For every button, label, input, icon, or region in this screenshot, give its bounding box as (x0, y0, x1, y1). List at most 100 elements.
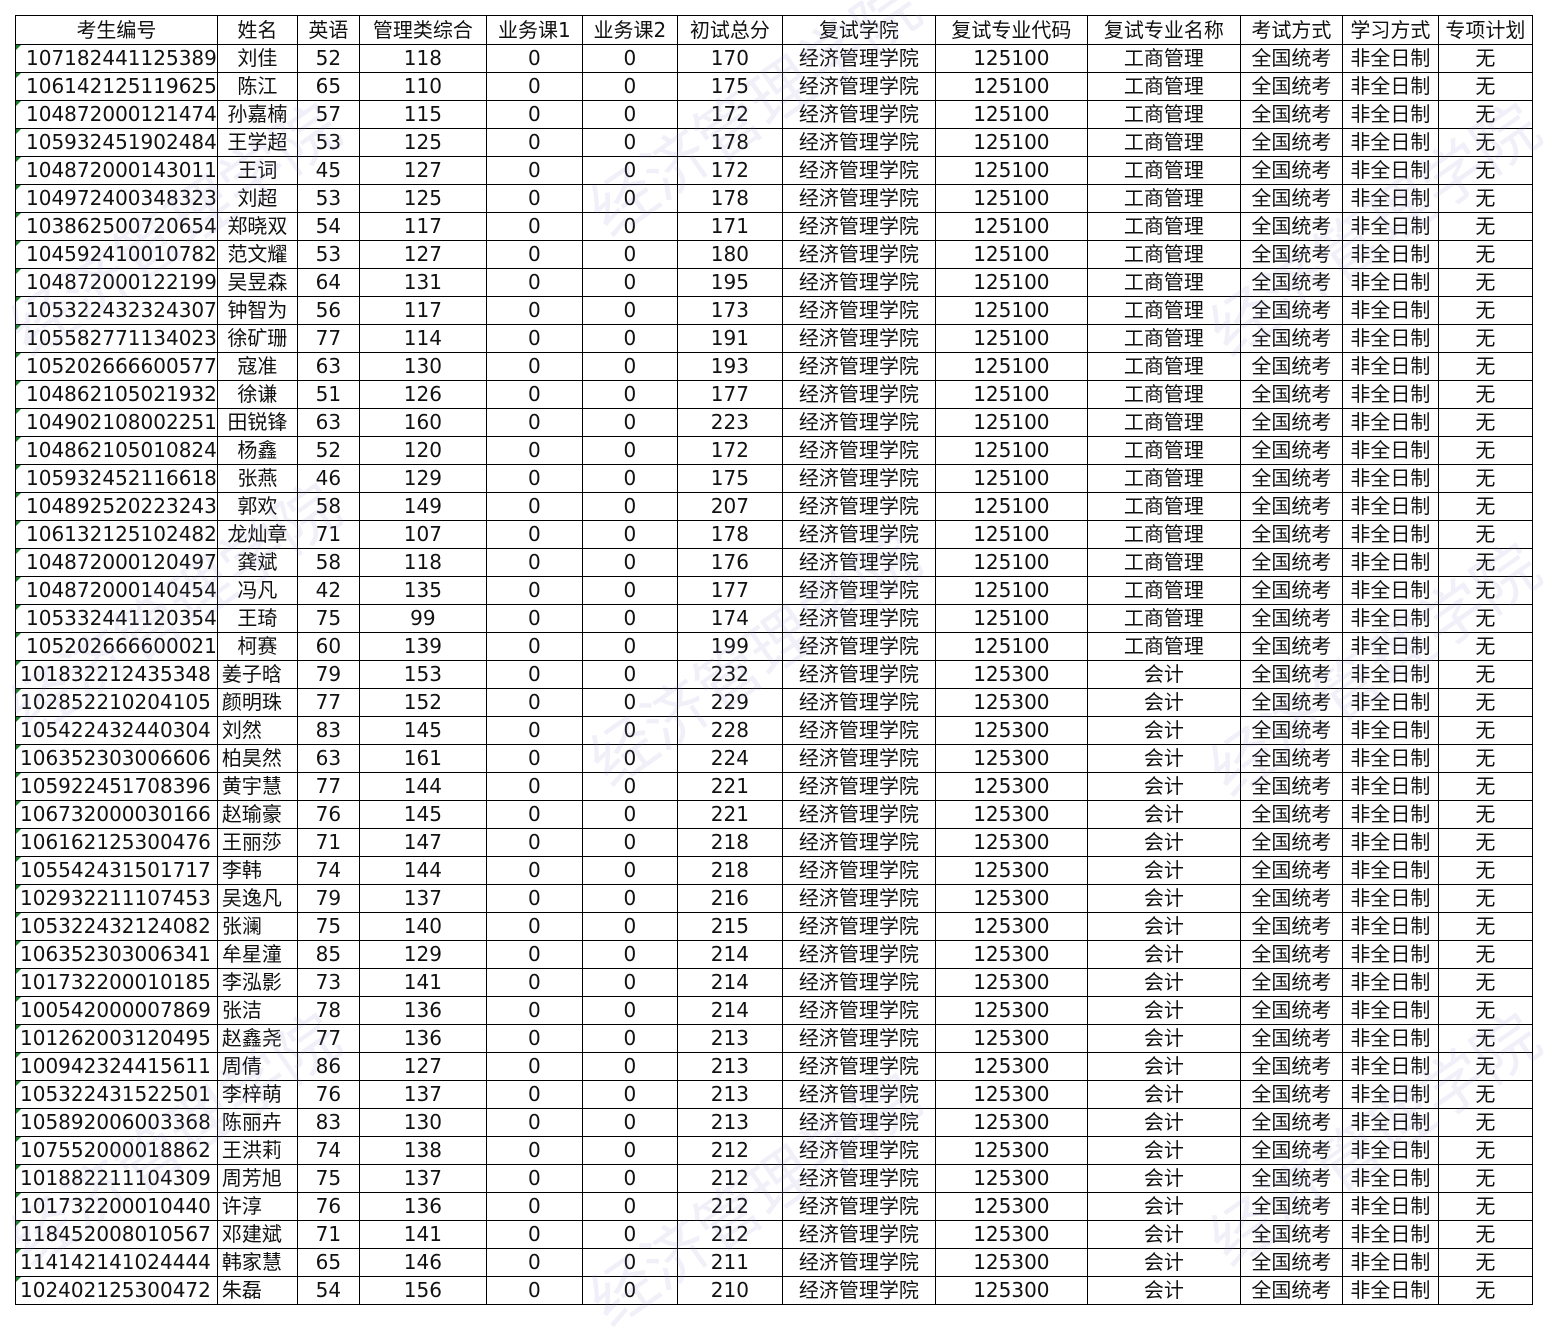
admission-table: 考生编号 姓名 英语 管理类综合 业务课1 业务课2 初试总分 复试学院 复试专业代码 复试专业名… (15, 15, 1533, 1305)
cell-management-comprehensive: 160 (358, 408, 487, 437)
cell-course1: 0 (485, 44, 583, 73)
cell-study-mode: 非全日制 (1341, 604, 1439, 633)
cell-management-comprehensive: 136 (358, 996, 487, 1025)
cell-english: 77 (296, 772, 360, 801)
cell-major-name: 会计 (1086, 1136, 1241, 1165)
cell-major-name: 工商管理 (1086, 520, 1241, 549)
cell-course2: 0 (581, 380, 678, 409)
cell-major-code: 125300 (934, 772, 1088, 801)
cell-major-code: 125100 (934, 240, 1088, 269)
cell-study-mode: 非全日制 (1341, 940, 1439, 969)
cell-major-name: 工商管理 (1086, 492, 1241, 521)
cell-course2: 0 (581, 1248, 678, 1277)
cell-course2: 0 (581, 1052, 678, 1081)
cell-exam-type: 全国统考 (1239, 436, 1343, 465)
cell-management-comprehensive: 118 (358, 548, 487, 577)
cell-study-mode: 非全日制 (1341, 100, 1439, 129)
cell-english: 51 (296, 380, 360, 409)
cell-english: 71 (296, 1220, 360, 1249)
cell-name: 郑晓双 (216, 212, 298, 241)
cell-course2: 0 (581, 660, 678, 689)
cell-course2: 0 (581, 408, 678, 437)
cell-exam-type: 全国统考 (1239, 1248, 1343, 1277)
cell-major-code: 125300 (934, 1052, 1088, 1081)
cell-retest-college: 经济管理学院 (781, 492, 936, 521)
table-row: 105422432440304 刘然 83 145 0 0 228 经济管理学院 125300 会… (15, 716, 1533, 745)
cell-special-plan: 无 (1437, 884, 1533, 913)
header-row: 考生编号 姓名 英语 管理类综合 业务课1 业务课2 初试总分 复试学院 复试专业代码 复试专业名… (15, 15, 1533, 45)
cell-management-comprehensive: 153 (358, 660, 487, 689)
cell-name: 张洁 (216, 996, 298, 1025)
cell-course1: 0 (485, 772, 583, 801)
table-row: 104902108002251 田锐锋 63 160 0 0 223 经济管理学院 125100… (15, 408, 1533, 437)
cell-candidate-id: 105542431501717 (15, 856, 218, 885)
cell-english: 53 (296, 128, 360, 157)
cell-english: 71 (296, 520, 360, 549)
cell-name: 邓建斌 (216, 1220, 298, 1249)
cell-course2: 0 (581, 296, 678, 325)
cell-retest-college: 经济管理学院 (781, 1052, 936, 1081)
table-row: 106732000030166 赵瑜豪 76 145 0 0 221 经济管理学院 125300… (15, 800, 1533, 829)
cell-course2: 0 (581, 1108, 678, 1137)
cell-candidate-id: 105322431522501 (15, 1080, 218, 1109)
cell-retest-college: 经济管理学院 (781, 996, 936, 1025)
cell-total-score: 170 (676, 44, 783, 73)
cell-exam-type: 全国统考 (1239, 72, 1343, 101)
table-row: 104872000120497 龚斌 58 118 0 0 176 经济管理学院 125100 工… (15, 548, 1533, 577)
cell-special-plan: 无 (1437, 296, 1533, 325)
cell-english: 65 (296, 72, 360, 101)
cell-course1: 0 (485, 296, 583, 325)
cell-management-comprehensive: 125 (358, 128, 487, 157)
cell-major-name: 会计 (1086, 1164, 1241, 1193)
cell-special-plan: 无 (1437, 100, 1533, 129)
cell-name: 刘然 (216, 716, 298, 745)
cell-study-mode: 非全日制 (1341, 968, 1439, 997)
cell-retest-college: 经济管理学院 (781, 688, 936, 717)
cell-name: 冯凡 (216, 576, 298, 605)
cell-name: 牟星潼 (216, 940, 298, 969)
cell-total-score: 212 (676, 1220, 783, 1249)
cell-english: 52 (296, 44, 360, 73)
cell-major-name: 工商管理 (1086, 100, 1241, 129)
cell-retest-college: 经济管理学院 (781, 408, 936, 437)
header-retest-college: 复试学院 (781, 15, 936, 45)
cell-retest-college: 经济管理学院 (781, 1248, 936, 1277)
cell-major-code: 125100 (934, 436, 1088, 465)
cell-course1: 0 (485, 996, 583, 1025)
cell-retest-college: 经济管理学院 (781, 772, 936, 801)
cell-special-plan: 无 (1437, 520, 1533, 549)
cell-study-mode: 非全日制 (1341, 576, 1439, 605)
cell-special-plan: 无 (1437, 716, 1533, 745)
cell-name: 杨鑫 (216, 436, 298, 465)
cell-major-code: 125100 (934, 352, 1088, 381)
cell-management-comprehensive: 127 (358, 1052, 487, 1081)
cell-study-mode: 非全日制 (1341, 772, 1439, 801)
cell-total-score: 177 (676, 380, 783, 409)
cell-name: 赵鑫尧 (216, 1024, 298, 1053)
cell-total-score: 172 (676, 100, 783, 129)
header-total-score: 初试总分 (676, 15, 783, 45)
cell-course1: 0 (485, 744, 583, 773)
cell-candidate-id: 104872000120497 (15, 548, 218, 577)
cell-course1: 0 (485, 912, 583, 941)
cell-major-code: 125300 (934, 968, 1088, 997)
cell-course1: 0 (485, 1248, 583, 1277)
cell-name: 刘超 (216, 184, 298, 213)
cell-management-comprehensive: 152 (358, 688, 487, 717)
cell-retest-college: 经济管理学院 (781, 44, 936, 73)
cell-special-plan: 无 (1437, 1248, 1533, 1277)
table-row: 105322432124082 张澜 75 140 0 0 215 经济管理学院 125300 会… (15, 912, 1533, 941)
cell-name: 姜子晗 (216, 660, 298, 689)
cell-retest-college: 经济管理学院 (781, 576, 936, 605)
cell-special-plan: 无 (1437, 912, 1533, 941)
table-row: 104872000143011 王词 45 127 0 0 172 经济管理学院 125100 工… (15, 156, 1533, 185)
cell-retest-college: 经济管理学院 (781, 1276, 936, 1305)
cell-major-code: 125300 (934, 660, 1088, 689)
cell-retest-college: 经济管理学院 (781, 800, 936, 829)
cell-course2: 0 (581, 44, 678, 73)
cell-exam-type: 全国统考 (1239, 492, 1343, 521)
cell-study-mode: 非全日制 (1341, 548, 1439, 577)
cell-name: 龚斌 (216, 548, 298, 577)
table-row: 101832212435348 姜子晗 79 153 0 0 232 经济管理学院 125300… (15, 660, 1533, 689)
cell-retest-college: 经济管理学院 (781, 744, 936, 773)
